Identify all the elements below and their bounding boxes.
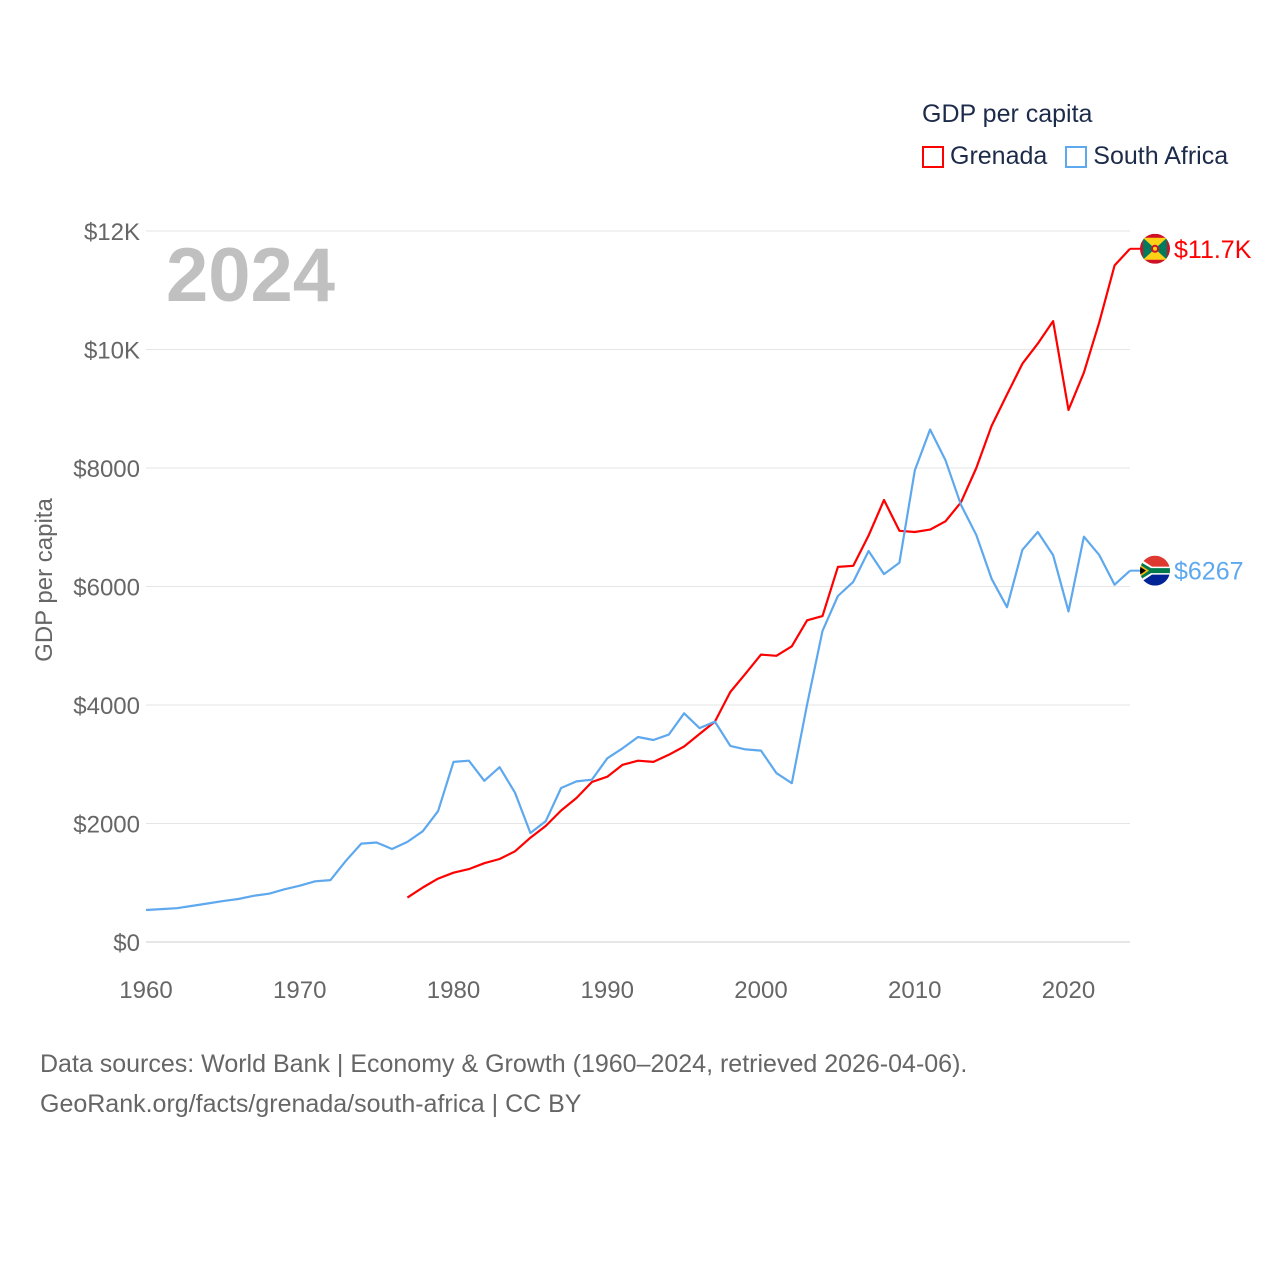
series-line-south-africa: [145, 428, 1131, 912]
x-tick-label: 1970: [273, 977, 326, 1004]
y-tick-label: $10K: [84, 338, 140, 365]
south-africa-flag-icon: [1140, 555, 1170, 586]
legend-swatch-grenada: [922, 145, 944, 168]
x-tick-label: 2000: [734, 977, 787, 1004]
source-link[interactable]: GeoRank.org/facts/grenada/south-africa |…: [40, 1090, 582, 1118]
y-tick-label: $0: [113, 930, 140, 957]
x-tick-label: 1990: [581, 977, 634, 1004]
footer: Data sources: World Bank | Economy & Gro…: [40, 1044, 967, 1124]
y-tick-label: $6000: [73, 575, 140, 602]
y-tick-label: $2000: [73, 812, 140, 839]
data-sources: Data sources: World Bank | Economy & Gro…: [40, 1050, 968, 1078]
y-axis-label: GDP per capita: [31, 498, 58, 662]
y-tick-label: $12K: [84, 219, 140, 246]
grenada-flag-icon: [1140, 233, 1170, 264]
x-tick-label: 2020: [1042, 977, 1095, 1004]
legend-label: Grenada: [950, 142, 1048, 170]
x-tick-label: 1980: [427, 977, 480, 1004]
legend-item-south-africa[interactable]: South Africa: [1065, 142, 1228, 171]
year-label: 2024: [166, 233, 335, 318]
legend-label: South Africa: [1093, 142, 1229, 170]
legend-title: GDP per capita: [922, 100, 1093, 128]
legend-item-grenada[interactable]: Grenada: [922, 142, 1047, 171]
end-value-label: $11.7K: [1174, 236, 1252, 264]
x-tick-label: 2010: [888, 977, 941, 1004]
legend-swatch-south-africa: [1065, 145, 1088, 168]
y-tick-label: $8000: [73, 456, 140, 483]
series-line-grenada: [406, 248, 1131, 899]
legend: Grenada South Africa: [922, 142, 1246, 171]
end-value-label: $6267: [1174, 558, 1244, 586]
x-tick-label: 1960: [119, 977, 172, 1004]
y-tick-label: $4000: [73, 693, 140, 720]
